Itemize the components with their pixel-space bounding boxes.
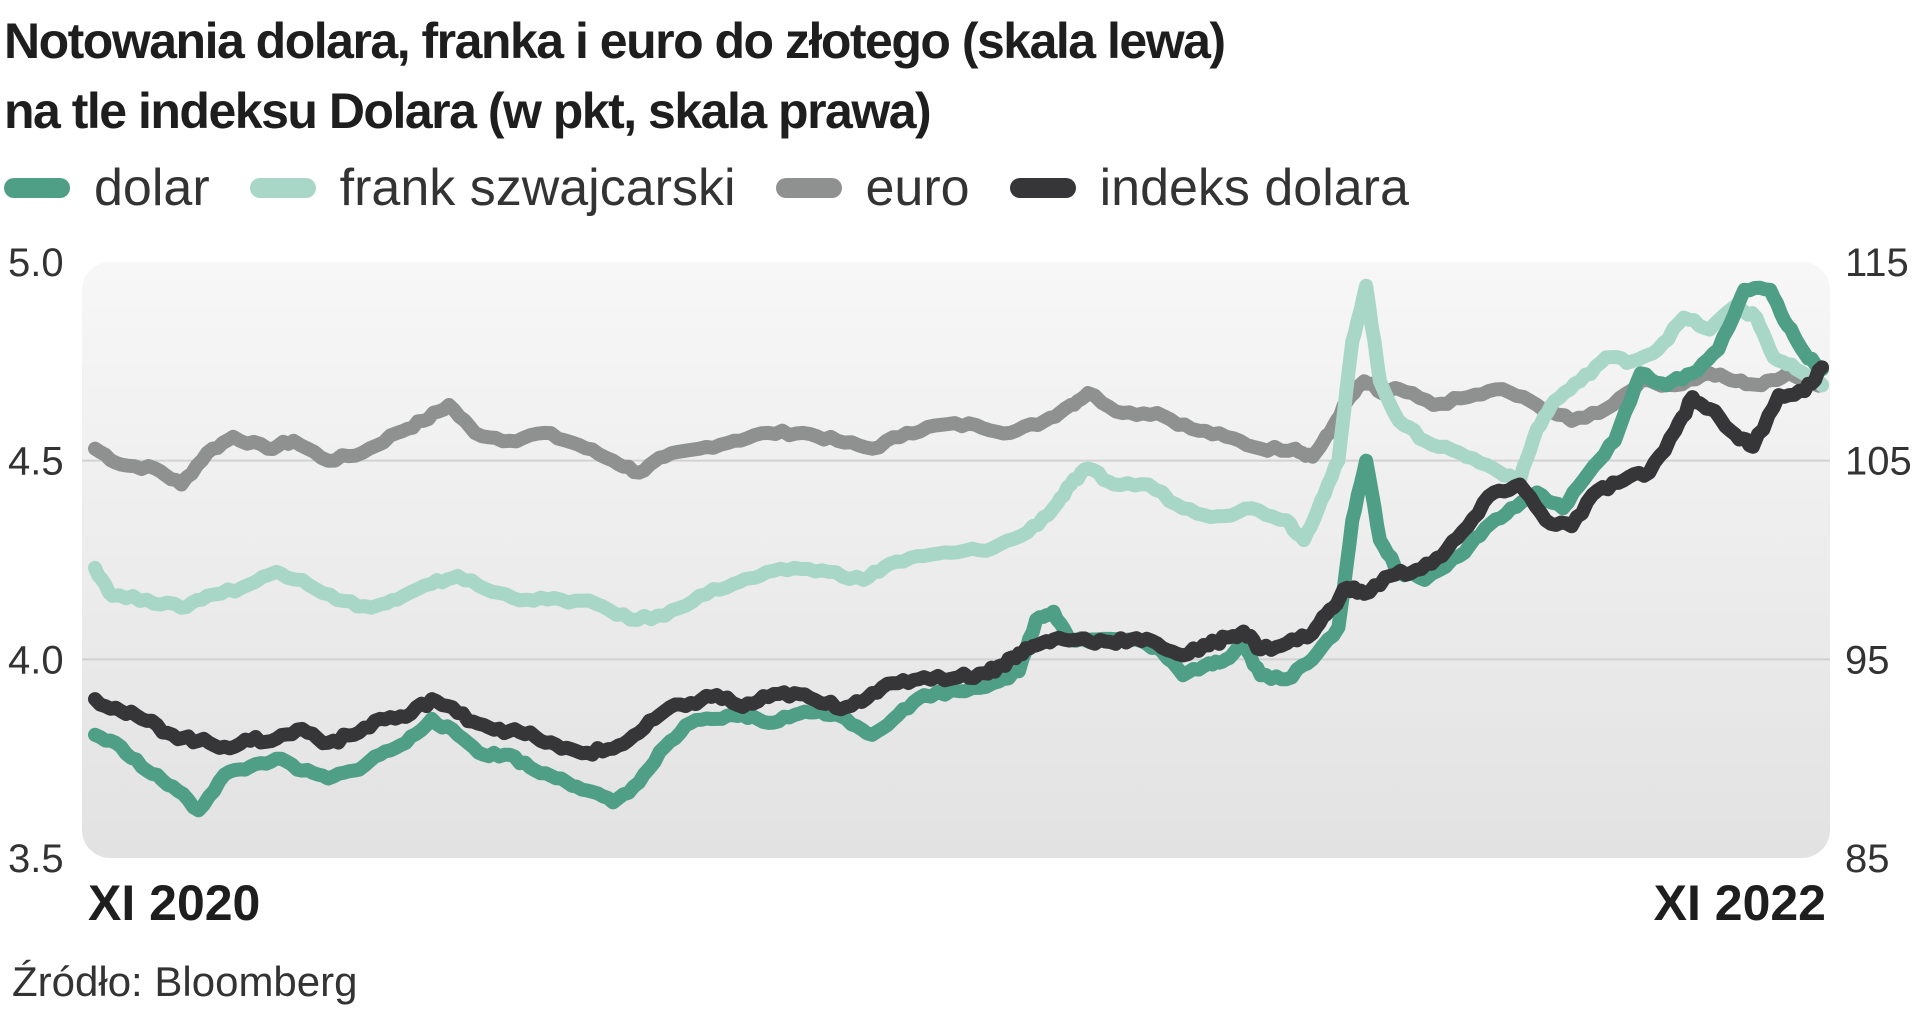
legend-label-frank: frank szwajcarski (339, 159, 736, 217)
legend-item-frank: frank szwajcarski (249, 158, 736, 218)
legend-item-dolar: dolar (4, 158, 210, 218)
chart-legend: dolar frank szwajcarski euro indeks dola… (4, 158, 1449, 218)
y-left-tick-label-0: 5.0 (8, 241, 64, 285)
gridlines (82, 459, 1830, 661)
series-line-dolar (88, 280, 1829, 818)
series-line-frank-szwajcarski (88, 278, 1829, 627)
y-right-tick-label-0: 115 (1845, 241, 1909, 285)
legend-item-euro: euro (775, 158, 970, 218)
legend-swatch-frank (249, 178, 316, 198)
legend-label-euro: euro (865, 159, 970, 217)
legend-swatch-dolar (4, 178, 70, 198)
legend-swatch-euro (775, 178, 842, 198)
y-left-tick-label-2: 4.0 (8, 638, 64, 682)
legend-item-indeks: indeks dolara (1009, 158, 1409, 218)
series-line-indeks-dolara (88, 360, 1829, 762)
chart-title-line2: na tle indeksu Dolara (w pkt, skala praw… (4, 83, 932, 139)
y-left-tick-label-1: 4.5 (8, 440, 64, 484)
chart-title: Notowania dolara, franka i euro do złote… (4, 6, 1226, 146)
axes: 5.0 4.5 4.0 3.5 115 105 95 85 XI 2020 XI 2022 (8, 241, 1912, 931)
legend-label-indeks: indeks dolara (1099, 159, 1409, 217)
source-note: Źródło: Bloomberg (12, 958, 358, 1005)
x-start-label: XI 2020 (88, 875, 260, 931)
legend-swatch-indeks (1009, 178, 1076, 198)
y-left-tick-label-3: 3.5 (8, 837, 64, 881)
x-end-label: XI 2022 (1654, 875, 1826, 931)
chart-title-line1: Notowania dolara, franka i euro do złote… (4, 13, 1226, 69)
y-right-tick-label-3: 85 (1845, 837, 1890, 881)
series-layer (88, 278, 1829, 818)
y-right-tick-label-2: 95 (1845, 638, 1890, 682)
legend-label-dolar: dolar (94, 159, 210, 217)
y-right-tick-label-1: 105 (1845, 440, 1912, 484)
